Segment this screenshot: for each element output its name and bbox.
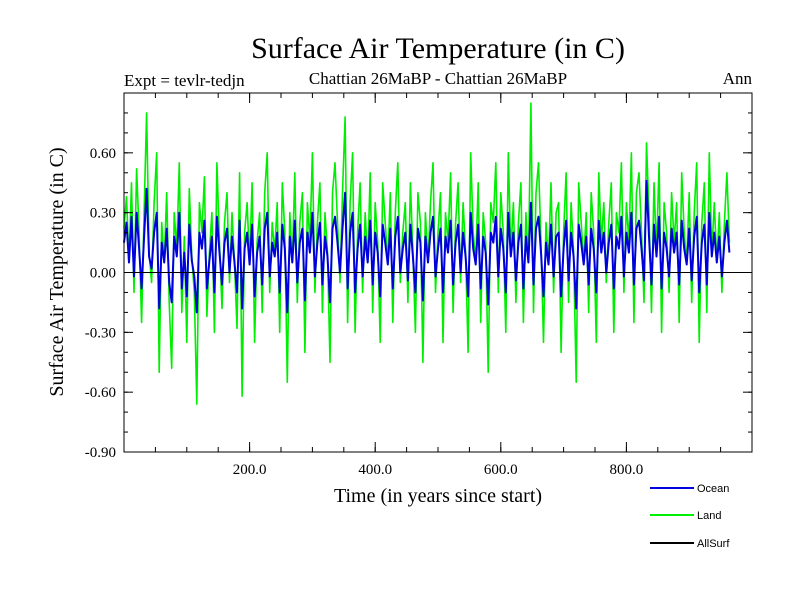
y-tick-label: -0.90	[85, 445, 116, 461]
y-tick-label: 0.30	[90, 206, 116, 222]
x-tick-label: 200.0	[233, 462, 267, 478]
legend-allsurf-label: AllSurf	[697, 538, 730, 550]
legend-ocean-label: Ocean	[697, 483, 729, 495]
y-axis-label: Surface Air Temperature (in C)	[46, 147, 68, 396]
subtitle-center: Chattian 26MaBP - Chattian 26MaBP	[309, 69, 567, 88]
axis-ticks: 0.60 0.30 0.00 -0.30 -0.60 -0.90 200.0 400.0 600…	[85, 92, 753, 478]
legend: Ocean Land AllSurf	[650, 483, 730, 550]
x-tick-label: 800.0	[610, 462, 644, 478]
x-tick-label: 600.0	[484, 462, 518, 478]
y-tick-label: 0.00	[90, 266, 116, 282]
subtitle-left: Expt = tevlr-tedjn	[124, 71, 245, 90]
series-line-land	[123, 102, 731, 405]
y-tick-label: -0.30	[85, 325, 116, 341]
legend-land-label: Land	[697, 510, 721, 522]
y-tick-label: -0.60	[85, 385, 116, 401]
series-layer	[123, 102, 731, 405]
subtitle-right: Ann	[723, 69, 753, 88]
y-tick-label: 0.60	[90, 146, 116, 162]
x-axis-label: Time (in years since start)	[334, 485, 542, 507]
series-line-ocean	[123, 179, 731, 314]
chart-title: Surface Air Temperature (in C)	[251, 32, 625, 65]
x-tick-label: 400.0	[358, 462, 392, 478]
